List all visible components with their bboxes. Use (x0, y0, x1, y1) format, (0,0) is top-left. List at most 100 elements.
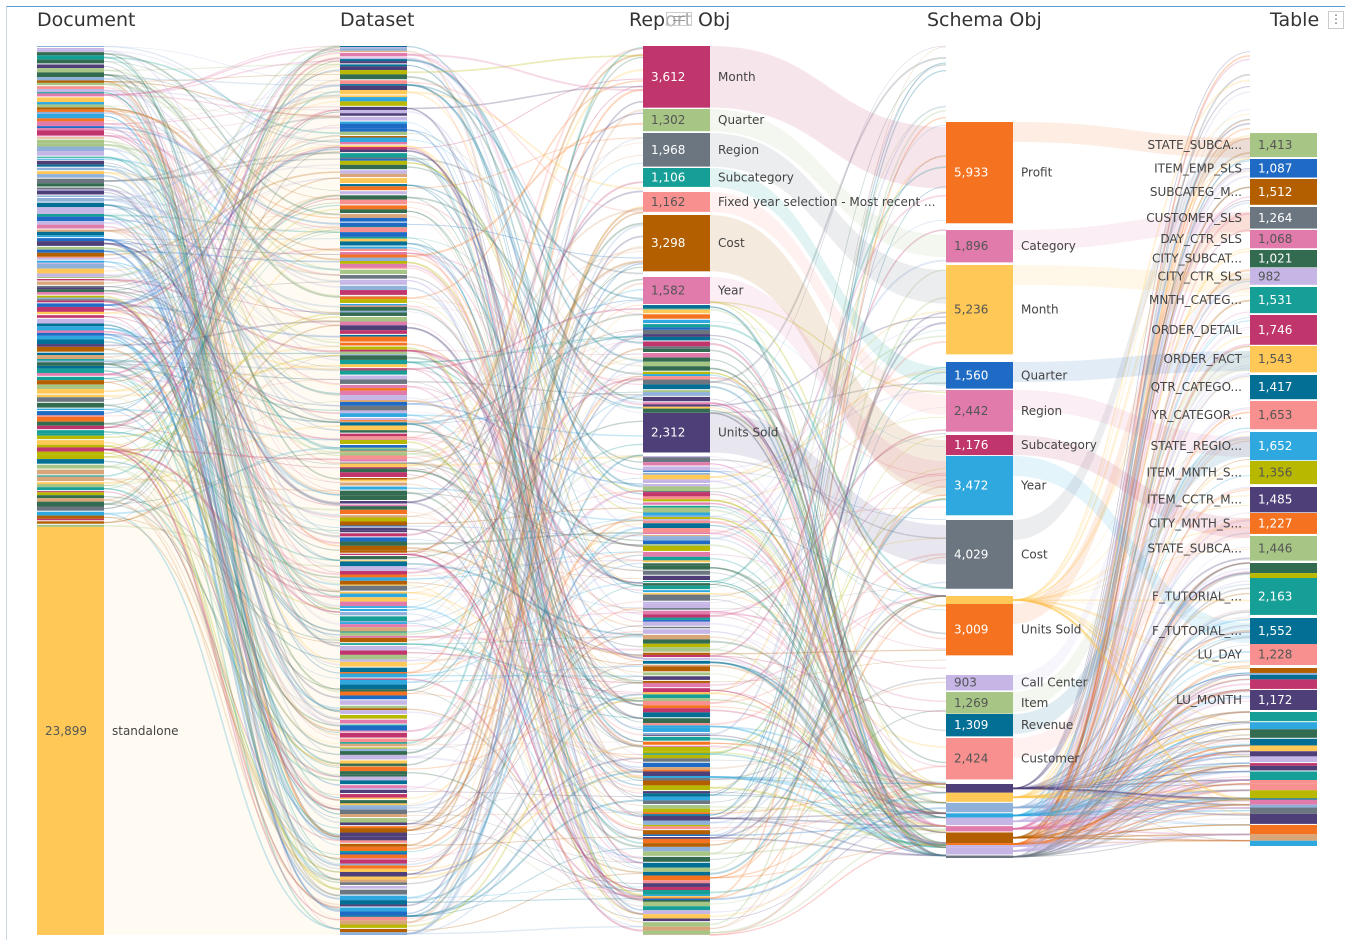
node-minor[interactable] (643, 334, 710, 337)
node-minor[interactable] (340, 330, 407, 334)
node-minor[interactable] (643, 746, 710, 747)
node-minor[interactable] (37, 289, 104, 292)
node-minor[interactable] (340, 150, 407, 153)
node-minor[interactable] (37, 269, 104, 274)
node-minor[interactable] (340, 515, 407, 517)
node-minor[interactable] (643, 462, 710, 465)
node-minor[interactable] (37, 147, 104, 152)
node-minor[interactable] (37, 440, 104, 445)
node-minor[interactable] (37, 286, 104, 288)
node-minor[interactable] (340, 145, 407, 147)
node-minor[interactable] (643, 712, 710, 717)
node-minor[interactable] (643, 919, 710, 922)
node-minor[interactable] (340, 343, 407, 346)
node-minor[interactable] (340, 577, 407, 580)
node-minor[interactable] (340, 360, 407, 364)
node-minor[interactable] (340, 86, 407, 90)
node-minor[interactable] (340, 335, 407, 337)
node-minor[interactable] (37, 498, 104, 501)
node-minor[interactable] (643, 763, 710, 767)
node-minor[interactable] (340, 57, 407, 59)
node-minor[interactable] (37, 121, 104, 126)
node-minor[interactable] (37, 225, 104, 229)
node-minor[interactable] (643, 576, 710, 580)
node-minor[interactable] (340, 695, 407, 699)
node-minor[interactable] (340, 571, 407, 574)
node-minor[interactable] (340, 261, 407, 264)
node-minor[interactable] (340, 337, 407, 342)
node-minor[interactable] (37, 361, 104, 362)
node-minor[interactable] (340, 932, 407, 935)
node-minor[interactable] (1250, 675, 1317, 679)
node-minor[interactable] (643, 492, 710, 496)
node-minor[interactable] (37, 373, 104, 376)
node-minor[interactable] (946, 847, 1013, 854)
node-minor[interactable] (643, 366, 710, 370)
node-minor[interactable] (340, 624, 407, 627)
node-minor[interactable] (340, 803, 407, 805)
node-minor[interactable] (340, 880, 407, 883)
node-minor[interactable] (340, 518, 407, 522)
node-minor[interactable] (340, 311, 407, 313)
node-minor[interactable] (643, 665, 710, 667)
node-minor[interactable] (37, 60, 104, 64)
node-minor[interactable] (340, 107, 407, 110)
node-minor[interactable] (340, 742, 407, 744)
node-minor[interactable] (37, 292, 104, 295)
node-minor[interactable] (643, 812, 710, 814)
node-minor[interactable] (643, 666, 710, 671)
node-minor[interactable] (340, 847, 407, 851)
node-minor[interactable] (340, 692, 407, 696)
node-minor[interactable] (643, 701, 710, 705)
node-minor[interactable] (643, 688, 710, 692)
node-minor[interactable] (37, 171, 104, 174)
node-minor[interactable] (1250, 729, 1317, 738)
node-minor[interactable] (340, 886, 407, 889)
node-minor[interactable] (37, 366, 104, 369)
node-minor[interactable] (340, 581, 407, 585)
node-minor[interactable] (643, 661, 710, 664)
node-minor[interactable] (643, 508, 710, 513)
node-minor[interactable] (37, 330, 104, 332)
node-minor[interactable] (643, 473, 710, 475)
node-minor[interactable] (340, 616, 407, 621)
node-minor[interactable] (340, 586, 407, 591)
node-minor[interactable] (37, 403, 104, 408)
node-minor[interactable] (37, 465, 104, 469)
node-minor[interactable] (946, 784, 1013, 793)
node-minor[interactable] (340, 751, 407, 755)
node-minor[interactable] (643, 309, 710, 310)
node-minor[interactable] (340, 430, 407, 432)
node-minor[interactable] (37, 46, 104, 47)
node-minor[interactable] (643, 560, 710, 562)
node-minor[interactable] (37, 484, 104, 487)
node-minor[interactable] (643, 457, 710, 462)
node-minor[interactable] (37, 319, 104, 324)
node-minor[interactable] (1250, 745, 1317, 751)
node-minor[interactable] (643, 502, 710, 504)
node-minor[interactable] (643, 614, 710, 617)
node-minor[interactable] (340, 744, 407, 747)
node-minor[interactable] (643, 456, 710, 457)
node-minor[interactable] (643, 826, 710, 829)
node-minor[interactable] (340, 46, 407, 47)
node-minor[interactable] (37, 143, 104, 146)
node-minor[interactable] (37, 83, 104, 85)
node-minor[interactable] (340, 376, 407, 380)
node-minor[interactable] (643, 629, 710, 634)
node-minor[interactable] (643, 742, 710, 745)
node-minor[interactable] (643, 403, 710, 404)
node-minor[interactable] (1250, 800, 1317, 805)
node-minor[interactable] (1250, 679, 1317, 689)
node-minor[interactable] (340, 760, 407, 763)
node-minor[interactable] (340, 480, 407, 482)
node-minor[interactable] (1250, 834, 1317, 840)
node-minor[interactable] (340, 117, 407, 121)
node-minor[interactable] (643, 653, 710, 655)
node-minor[interactable] (37, 502, 104, 507)
node-minor[interactable] (340, 406, 407, 411)
node-minor[interactable] (643, 376, 710, 379)
node-minor[interactable] (340, 249, 407, 251)
